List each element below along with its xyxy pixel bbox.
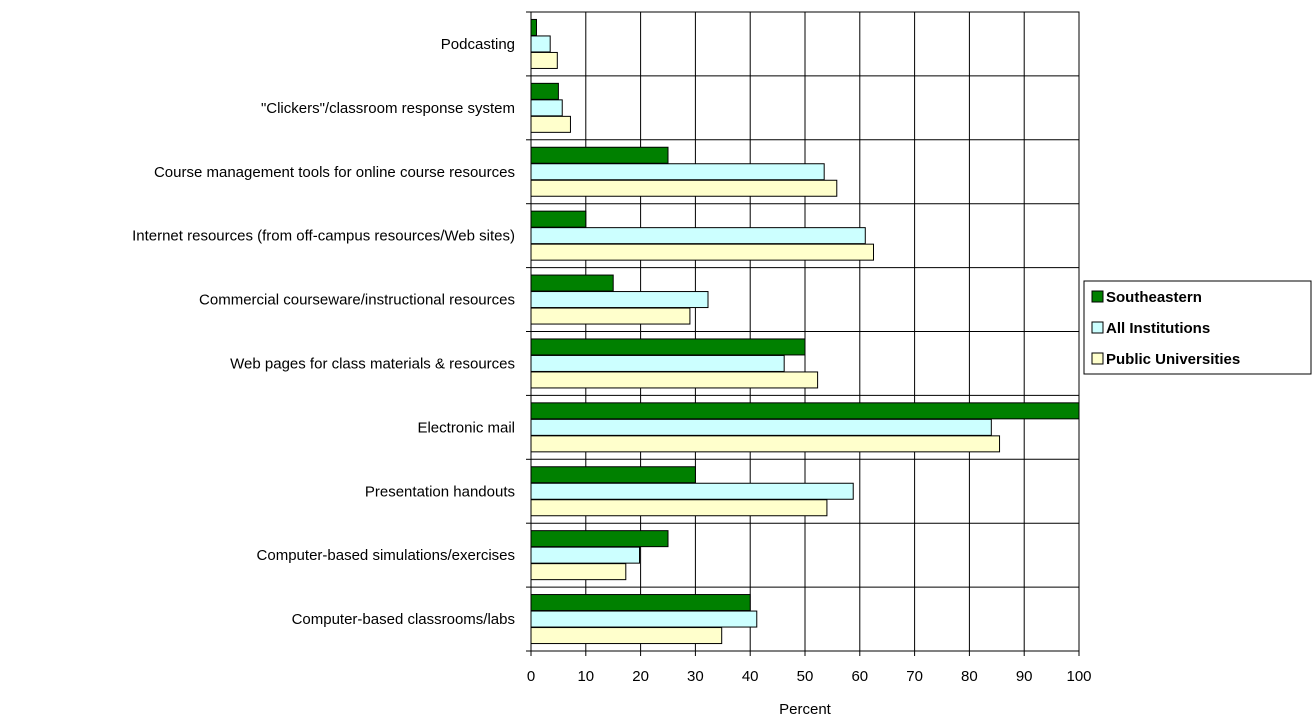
bar-all-institutions — [530, 99, 563, 117]
bar-public-universities — [530, 243, 874, 261]
category-label: Computer-based classrooms/labs — [292, 611, 515, 628]
category-labels: Podcasting "Clickers"/classroom response … — [132, 36, 515, 628]
bar-southeastern — [530, 274, 614, 292]
category-label: Internet resources (from off-campus reso… — [132, 228, 515, 245]
category-label: Presentation handouts — [365, 483, 515, 500]
bar-public-universities — [530, 307, 691, 325]
bars — [530, 18, 1080, 645]
bar-public-universities — [530, 563, 627, 581]
bar-southeastern — [530, 210, 587, 228]
legend-swatch-public-universities — [1091, 352, 1104, 365]
category-label: Commercial courseware/instructional reso… — [199, 292, 515, 309]
x-tick-label: 30 — [687, 668, 704, 685]
bar-all-institutions — [530, 35, 551, 53]
bar-all-institutions — [530, 546, 641, 564]
bar-public-universities — [530, 499, 828, 517]
x-tick-label: 0 — [527, 668, 535, 685]
category-label: "Clickers"/classroom response system — [261, 100, 515, 117]
bar-all-institutions — [530, 227, 866, 245]
legend-label: Southeastern — [1106, 289, 1202, 306]
bar-public-universities — [530, 435, 1001, 453]
bar-all-institutions — [530, 163, 825, 181]
x-tick-label: 90 — [1016, 668, 1033, 685]
legend-swatch-all-institutions — [1091, 321, 1104, 334]
x-tick-label: 20 — [632, 668, 649, 685]
x-tick-label: 60 — [851, 668, 868, 685]
x-axis-title: Percent — [779, 701, 832, 718]
legend-label: Public Universities — [1106, 351, 1240, 368]
x-tick-label: 10 — [577, 668, 594, 685]
x-tick-label: 80 — [961, 668, 978, 685]
bar-all-institutions — [530, 482, 854, 500]
bar-southeastern — [530, 18, 537, 36]
bar-southeastern — [530, 466, 696, 484]
bar-public-universities — [530, 51, 558, 69]
bar-all-institutions — [530, 418, 992, 436]
category-label: Electronic mail — [417, 419, 515, 436]
bar-southeastern — [530, 530, 669, 548]
bar-public-universities — [530, 371, 819, 389]
bar-public-universities — [530, 627, 723, 645]
x-axis-ticks: 0 10 20 30 40 50 60 70 80 90 100 — [526, 11, 1092, 685]
category-label: Podcasting — [441, 36, 515, 53]
bar-southeastern — [530, 82, 559, 100]
legend-label: All Institutions — [1106, 320, 1210, 337]
x-tick-label: 40 — [742, 668, 759, 685]
legend: Southeastern All Institutions Public Unive… — [1083, 280, 1312, 375]
bar-public-universities — [530, 179, 838, 197]
legend-swatch-southeastern — [1091, 290, 1104, 303]
bar-public-universities — [530, 115, 571, 133]
bar-all-institutions — [530, 354, 785, 372]
bar-all-institutions — [530, 291, 709, 309]
grid-lines — [531, 12, 1079, 651]
bar-southeastern — [530, 338, 806, 356]
category-label: Course management tools for online cours… — [154, 164, 515, 181]
legend-box — [1083, 280, 1312, 375]
bar-all-institutions — [530, 610, 758, 628]
x-tick-label: 70 — [906, 668, 923, 685]
category-label: Computer-based simulations/exercises — [257, 547, 515, 564]
bar-southeastern — [530, 146, 669, 164]
x-tick-label: 50 — [797, 668, 814, 685]
category-label: Web pages for class materials & resource… — [230, 355, 515, 372]
bar-southeastern — [530, 594, 751, 612]
x-tick-label: 100 — [1066, 668, 1091, 685]
bar-southeastern — [530, 402, 1080, 420]
